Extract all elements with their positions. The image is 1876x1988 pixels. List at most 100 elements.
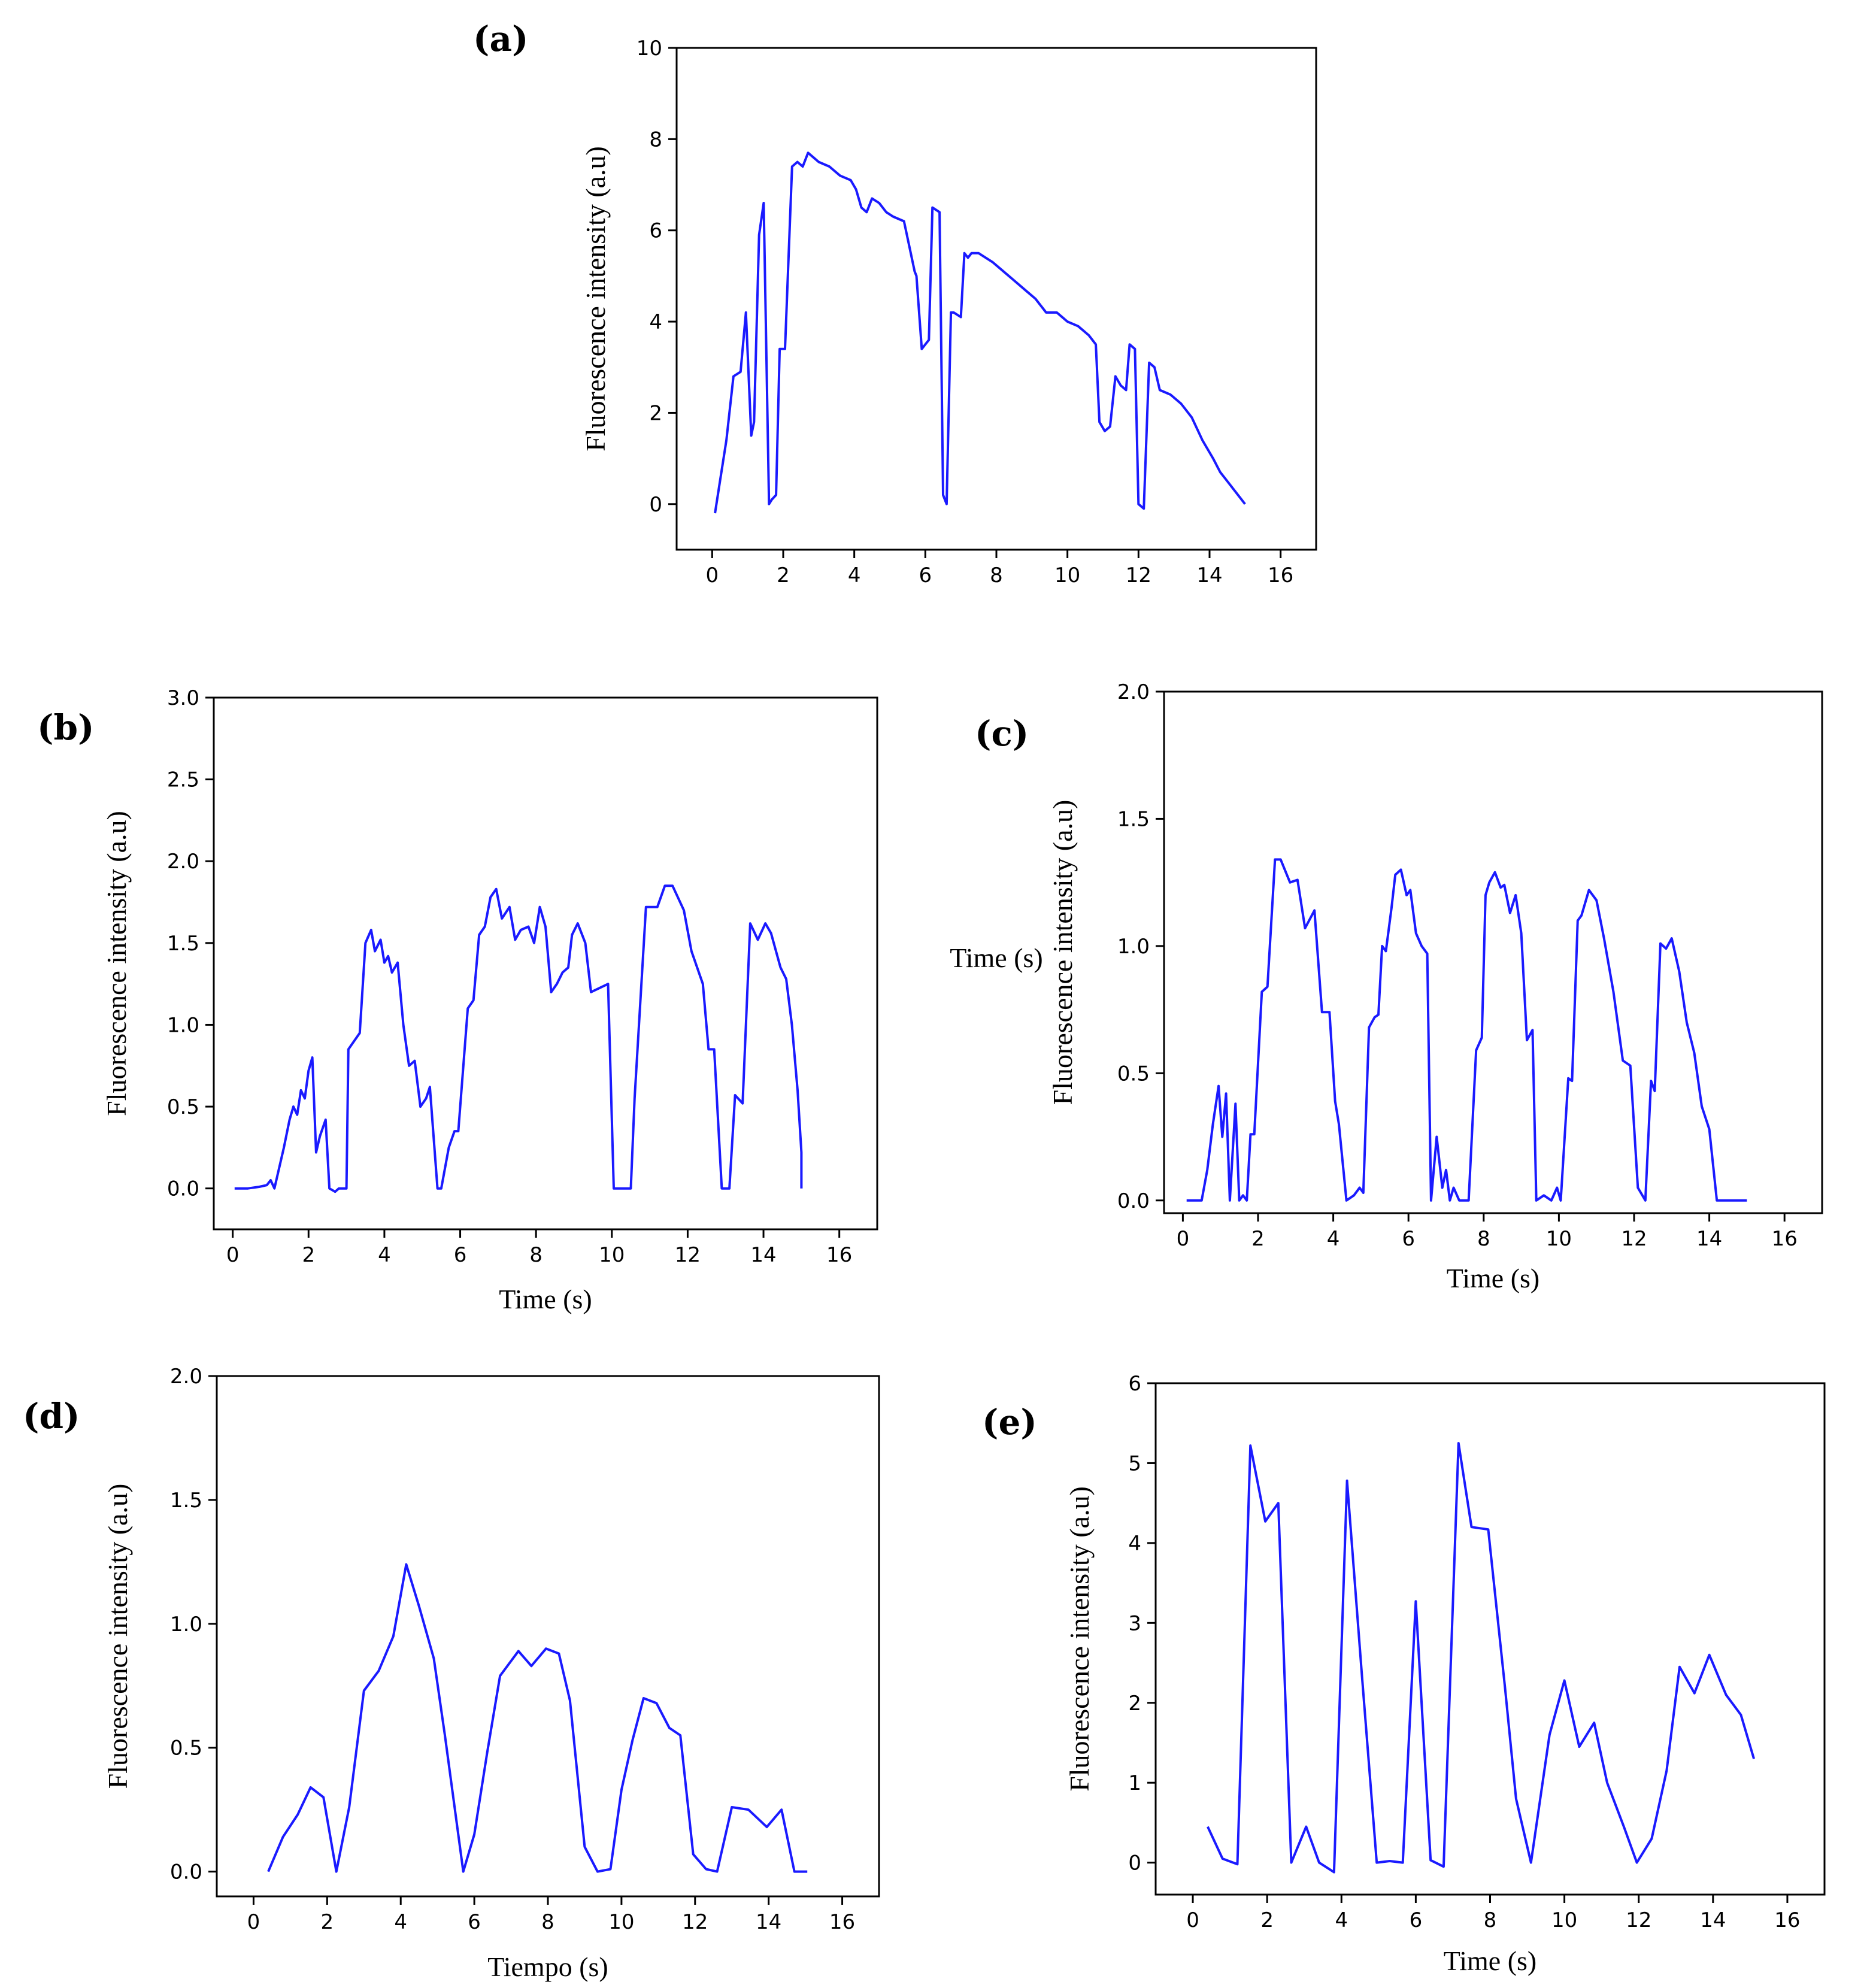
series-line bbox=[1207, 1442, 1756, 1874]
x-tick-label: 0 bbox=[706, 563, 719, 587]
x-tick-label: 12 bbox=[682, 1910, 708, 1934]
plot-frame bbox=[1163, 690, 1823, 1214]
y-tick-label: 0.0 bbox=[167, 1177, 199, 1201]
x-tick-label: 10 bbox=[1546, 1227, 1572, 1251]
panel-label: (c) bbox=[975, 713, 1029, 754]
x-axis-title: Tiempo (s) bbox=[487, 1951, 608, 1982]
x-axis-title: Time (s) bbox=[950, 943, 1043, 973]
x-tick-label: 16 bbox=[829, 1910, 855, 1934]
y-tick-label: 5 bbox=[1128, 1451, 1141, 1475]
y-tick-label: 8 bbox=[649, 128, 662, 151]
x-tick-label: 2 bbox=[1251, 1227, 1265, 1251]
x-tick-label: 10 bbox=[608, 1910, 634, 1934]
x-tick-label: 2 bbox=[321, 1910, 334, 1934]
x-tick-label: 12 bbox=[1626, 1908, 1651, 1932]
y-tick-label: 1.5 bbox=[167, 932, 199, 956]
x-tick-label: 14 bbox=[1700, 1908, 1726, 1932]
x-tick-label: 10 bbox=[1054, 563, 1080, 587]
x-tick-label: 6 bbox=[468, 1910, 481, 1934]
y-tick-label: 2.0 bbox=[167, 850, 199, 874]
y-tick-label: 0 bbox=[649, 493, 662, 517]
x-tick-label: 8 bbox=[1484, 1908, 1497, 1932]
x-tick-label: 2 bbox=[1260, 1908, 1274, 1932]
x-tick-label: 8 bbox=[529, 1243, 543, 1267]
x-tick-label: 12 bbox=[675, 1243, 701, 1267]
x-tick-label: 6 bbox=[1410, 1908, 1423, 1932]
x-tick-label: 4 bbox=[848, 563, 861, 587]
x-axis-title: Time (s) bbox=[1444, 1945, 1537, 1976]
panel-d: 0 2 4 6 8 10 12 14 16 0.0 0.5 1.0 1.5 2.0 Tiempo (s) Fl… bbox=[23, 1365, 880, 1982]
x-tick-label: 14 bbox=[1196, 563, 1222, 587]
y-tick-label: 2.5 bbox=[167, 768, 199, 792]
y-tick-label: 1 bbox=[1128, 1771, 1141, 1795]
x-axis-title: Time (s) bbox=[499, 1284, 592, 1314]
x-tick-label: 4 bbox=[394, 1910, 407, 1934]
y-tick-label: 0.0 bbox=[170, 1860, 202, 1884]
series-line bbox=[1186, 858, 1747, 1202]
x-tick-label: 6 bbox=[454, 1243, 467, 1267]
y-axis-title: Fluorescence intensity (a.u) bbox=[1064, 1486, 1095, 1792]
x-tick-label: 16 bbox=[1774, 1908, 1800, 1932]
x-tick-label: 6 bbox=[919, 563, 932, 587]
y-axis-title: Fluorescence intensity (a.u) bbox=[580, 146, 611, 451]
x-tick-label: 12 bbox=[1126, 563, 1151, 587]
x-tick-label: 2 bbox=[777, 563, 790, 587]
panel-a: 0 2 4 6 8 10 12 14 16 0 2 4 6 8 10 Time (s) Fluorescence… bbox=[473, 19, 1317, 973]
series-line bbox=[267, 1563, 808, 1873]
x-tick-label: 10 bbox=[599, 1243, 625, 1267]
y-tick-label: 2.0 bbox=[1117, 680, 1150, 704]
y-tick-label: 1.5 bbox=[1117, 807, 1150, 831]
panel-c: 0 2 4 6 8 10 12 14 16 0.0 0.5 1.0 1.5 2.0 Time (s) Fluo… bbox=[975, 680, 1823, 1293]
x-tick-label: 0 bbox=[1177, 1227, 1190, 1251]
x-tick-label: 4 bbox=[378, 1243, 391, 1267]
plot-frame bbox=[1154, 1382, 1826, 1896]
y-tick-label: 0.5 bbox=[170, 1737, 202, 1760]
x-tick-label: 4 bbox=[1335, 1908, 1348, 1932]
x-tick-label: 16 bbox=[1268, 563, 1293, 587]
x-tick-label: 6 bbox=[1402, 1227, 1415, 1251]
x-tick-label: 12 bbox=[1621, 1227, 1647, 1251]
x-tick-label: 8 bbox=[1477, 1227, 1490, 1251]
panel-b: 0 2 4 6 8 10 12 14 16 0.0 0.5 1.0 1.5 2.0 2.5 3.0 Time (… bbox=[37, 686, 878, 1314]
y-tick-label: 3.0 bbox=[167, 686, 199, 710]
panel-label: (b) bbox=[37, 707, 94, 748]
series-line bbox=[714, 151, 1246, 514]
y-tick-label: 2 bbox=[1128, 1692, 1141, 1716]
x-axis-title: Time (s) bbox=[1447, 1263, 1540, 1293]
y-tick-label: 1.0 bbox=[170, 1613, 202, 1637]
x-tick-label: 16 bbox=[826, 1243, 852, 1267]
y-tick-label: 2.0 bbox=[170, 1365, 202, 1389]
plot-frame bbox=[213, 696, 878, 1231]
y-tick-label: 4 bbox=[1128, 1532, 1141, 1556]
plot-frame bbox=[675, 47, 1317, 551]
y-tick-label: 10 bbox=[637, 37, 662, 60]
y-tick-label: 0.0 bbox=[1117, 1189, 1150, 1213]
x-tick-label: 0 bbox=[1186, 1908, 1199, 1932]
x-tick-label: 8 bbox=[541, 1910, 554, 1934]
plot-frame bbox=[216, 1375, 880, 1898]
y-tick-label: 1.0 bbox=[1117, 935, 1150, 959]
x-tick-label: 8 bbox=[990, 563, 1003, 587]
y-tick-label: 0 bbox=[1128, 1851, 1141, 1875]
panel-label: (a) bbox=[473, 19, 528, 59]
y-axis-title: Fluorescence intensity (a.u) bbox=[102, 1484, 133, 1789]
y-tick-label: 1.0 bbox=[167, 1013, 199, 1037]
panel-label: (d) bbox=[23, 1396, 80, 1437]
x-tick-label: 16 bbox=[1772, 1227, 1798, 1251]
x-tick-label: 14 bbox=[750, 1243, 776, 1267]
y-axis-title: Fluorescence intensity (a.u) bbox=[1047, 800, 1078, 1105]
x-tick-label: 4 bbox=[1327, 1227, 1340, 1251]
x-tick-label: 14 bbox=[1696, 1227, 1722, 1251]
y-tick-label: 4 bbox=[649, 310, 662, 334]
y-tick-label: 0.5 bbox=[1117, 1062, 1150, 1086]
series-line bbox=[234, 884, 803, 1193]
y-tick-label: 3 bbox=[1128, 1611, 1141, 1635]
y-tick-label: 2 bbox=[649, 401, 662, 425]
x-tick-label: 2 bbox=[302, 1243, 315, 1267]
y-tick-label: 1.5 bbox=[170, 1489, 202, 1513]
y-tick-label: 6 bbox=[649, 219, 662, 243]
x-tick-label: 10 bbox=[1551, 1908, 1577, 1932]
x-tick-label: 0 bbox=[226, 1243, 240, 1267]
